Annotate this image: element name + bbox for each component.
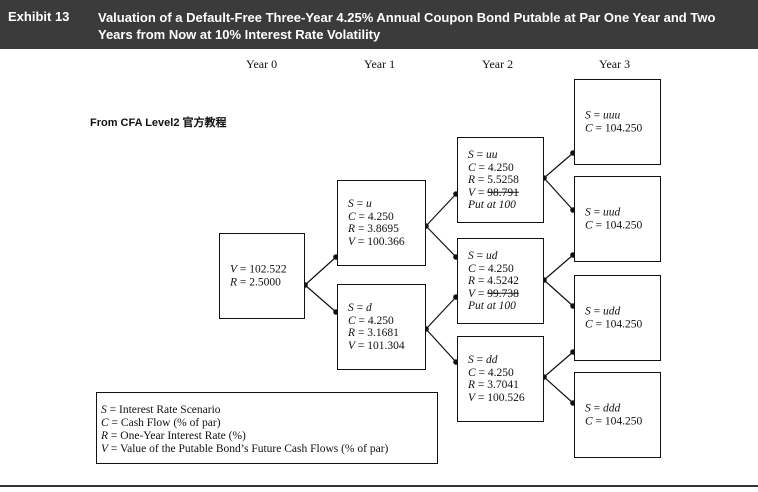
node-uu: S = uu C = 4.250 R = 5.5258 V = 98.791 P… [457, 137, 544, 223]
edge-uu-uuu [543, 152, 574, 179]
ud-put-note: Put at 100 [468, 299, 516, 312]
u-value: 100.366 [367, 235, 405, 248]
uud-cashflow: 104.250 [604, 219, 643, 231]
uu-value: 98.791 [487, 186, 519, 199]
dd-rate: 3.7041 [487, 379, 519, 391]
d-value: 101.304 [367, 339, 405, 352]
legend-r: One-Year Interest Rate (%) [120, 430, 246, 442]
exhibit-header: Exhibit 13 Valuation of a Default-Free T… [0, 0, 758, 49]
node-u: S = u C = 4.250 R = 3.8695 V = 100.366 [337, 180, 426, 266]
uu-scenario: uu [486, 148, 498, 161]
dd-cashflow: 4.250 [487, 366, 514, 379]
uuu-scenario: uuu [603, 109, 621, 122]
node-udd: S = udd C = 104.250 [574, 275, 661, 361]
edge-ud-uud [543, 254, 574, 281]
root-rate: 2.5000 [249, 276, 281, 288]
legend-v: Value of the Putable Bond’s Future Cash … [120, 443, 389, 455]
node-root: V = 102.522 R = 2.5000 [219, 233, 305, 319]
udd-cashflow: 104.250 [604, 318, 643, 330]
ddd-cashflow: 104.250 [604, 415, 643, 427]
uu-cashflow: 4.250 [487, 161, 514, 174]
edge-d-dd [425, 328, 457, 363]
dd-value: 100.526 [487, 391, 525, 404]
edge-root-d [304, 284, 337, 313]
edge-ud-udd [543, 279, 574, 307]
ud-rate: 4.5242 [487, 274, 519, 287]
node-uuu: S = uuu C = 104.250 [574, 79, 661, 165]
edge-u-ud [425, 225, 457, 258]
ud-cashflow: 4.250 [487, 262, 514, 275]
edge-dd-ddd [543, 376, 574, 404]
legend-c: Cash Flow (% of par) [120, 417, 221, 429]
node-ddd: S = ddd C = 104.250 [574, 372, 661, 458]
year-2-label: Year 2 [482, 57, 514, 71]
udd-scenario: udd [603, 305, 621, 318]
ddd-scenario: ddd [603, 402, 621, 415]
source-note: From CFA Level2 官方教程 [90, 117, 227, 129]
ud-scenario: ud [486, 249, 498, 262]
uu-rate: 5.5258 [487, 173, 519, 186]
d-rate: 3.1681 [367, 327, 399, 339]
year-1-label: Year 1 [364, 57, 396, 71]
node-uud: S = uud C = 104.250 [574, 176, 661, 262]
u-cashflow: 4.250 [367, 210, 394, 223]
edge-u-uu [425, 193, 457, 227]
uuu-cashflow: 104.250 [604, 122, 643, 134]
node-dd: S = dd C = 4.250 R = 3.7041 V = 100.526 [457, 336, 544, 422]
exhibit-title: Valuation of a Default-Free Three-Year 4… [98, 10, 716, 42]
exhibit-label: Exhibit 13 [8, 9, 70, 24]
node-d: S = d C = 4.250 R = 3.1681 V = 101.304 [337, 284, 426, 370]
edge-root-u [304, 256, 337, 286]
d-scenario: d [366, 302, 372, 314]
uu-put-note: Put at 100 [468, 198, 516, 211]
year-0-label: Year 0 [246, 57, 278, 71]
ud-value: 99.738 [487, 287, 519, 300]
year-3-label: Year 3 [599, 57, 631, 71]
u-scenario: u [366, 198, 372, 210]
legend-box: S = Interest Rate Scenario C = Cash Flow… [96, 392, 438, 464]
legend-s: Interest Rate Scenario [119, 404, 221, 416]
edge-dd-udd [543, 351, 574, 378]
edge-uu-uud [543, 177, 574, 211]
root-value: 102.522 [249, 263, 287, 276]
uud-scenario: uud [603, 206, 621, 219]
d-cashflow: 4.250 [367, 314, 394, 327]
bottom-rule [0, 485, 758, 487]
node-ud: S = ud C = 4.250 R = 4.5242 V = 99.738 P… [457, 238, 544, 324]
edge-d-ud [425, 296, 457, 330]
dd-scenario: dd [486, 354, 498, 366]
u-rate: 3.8695 [367, 223, 399, 235]
